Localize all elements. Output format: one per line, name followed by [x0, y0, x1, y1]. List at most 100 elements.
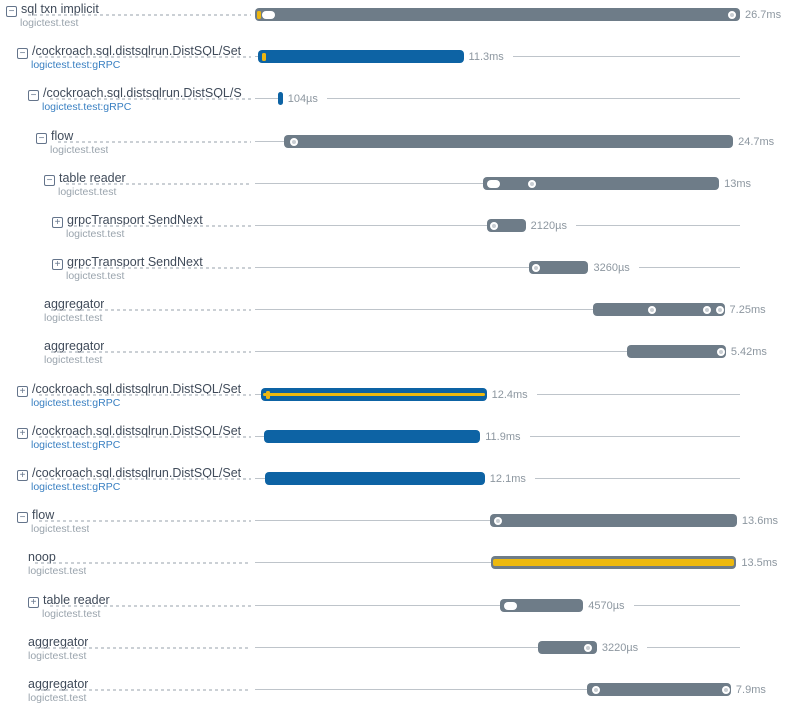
- span-timeline: 12.1ms: [255, 465, 740, 507]
- event-marker-ring: [289, 137, 298, 146]
- span-bar[interactable]: [627, 345, 726, 358]
- event-marker-ring: [727, 10, 736, 19]
- event-marker-pill: [262, 10, 276, 19]
- span-title: /cockroach.sql.distsqlrun.DistSQL/Set: [32, 466, 242, 480]
- span-bar[interactable]: [587, 683, 731, 696]
- leader-line: [50, 98, 251, 100]
- event-marker-ring: [591, 685, 600, 694]
- expand-icon[interactable]: +: [52, 259, 63, 270]
- span-bar[interactable]: [489, 514, 737, 527]
- span-subtitle: logictest.test:gRPC: [31, 397, 121, 409]
- timeline-line-before: [255, 98, 278, 99]
- collapse-icon[interactable]: −: [28, 90, 39, 101]
- expand-icon[interactable]: +: [17, 428, 28, 439]
- leader-line: [35, 562, 251, 564]
- span-label[interactable]: + /cockroach.sql.distsqlrun.DistSQL/Set l…: [17, 424, 241, 451]
- span-label[interactable]: − flow logictest.test: [17, 508, 89, 535]
- timeline-line-before: [255, 267, 530, 268]
- span-bar[interactable]: [487, 219, 526, 232]
- span-timeline: 7.9ms: [255, 676, 766, 718]
- timeline-line-after: [512, 56, 740, 57]
- span-subtitle: logictest.test: [58, 186, 117, 198]
- duration-label: 26.7ms: [745, 9, 782, 21]
- trace-span-row: + grpcTransport SendNext logictest.test 3…: [0, 254, 786, 296]
- span-subtitle: logictest.test: [28, 650, 87, 662]
- trace-span-row: − table reader logictest.test 13ms: [0, 170, 786, 212]
- span-bar[interactable]: [258, 50, 464, 63]
- trace-span-row: −/cockroach.sql.distsqlrun.DistSQL/Set l…: [0, 43, 786, 85]
- span-title: aggregator: [44, 297, 105, 311]
- span-title: table reader: [43, 593, 110, 607]
- span-label[interactable]: −/cockroach.sql.distsqlrun.DistSQL/S log…: [28, 86, 242, 113]
- expand-icon[interactable]: +: [52, 217, 63, 228]
- event-marker-ring: [703, 305, 712, 314]
- expand-icon[interactable]: +: [28, 597, 39, 608]
- expand-icon[interactable]: +: [17, 386, 28, 397]
- span-bar[interactable]: [277, 92, 283, 105]
- collapse-icon[interactable]: −: [17, 48, 28, 59]
- duration-label: 12.1ms: [489, 473, 526, 485]
- span-timeline: 3260µs: [255, 254, 740, 296]
- span-bar[interactable]: [529, 261, 589, 274]
- span-label[interactable]: + /cockroach.sql.distsqlrun.DistSQL/Set l…: [17, 382, 241, 409]
- expand-icon[interactable]: +: [17, 470, 28, 481]
- collapse-icon[interactable]: −: [44, 175, 55, 186]
- duration-label: 7.9ms: [735, 684, 766, 696]
- span-bar[interactable]: [264, 430, 481, 443]
- timeline-line-before: [255, 309, 593, 310]
- trace-span-row: + grpcTransport SendNext logictest.test 2…: [0, 212, 786, 254]
- span-timeline: 4570µs: [255, 592, 740, 634]
- span-title: sql txn implicit: [21, 2, 99, 16]
- bar-stripe: [493, 559, 735, 566]
- collapse-icon[interactable]: −: [6, 6, 17, 17]
- timeline-line-after: [647, 647, 740, 648]
- span-timeline: 104µs: [255, 85, 740, 127]
- span-timeline: 26.7ms: [255, 1, 781, 43]
- span-bar[interactable]: [491, 556, 737, 569]
- span-timeline: 11.3ms: [255, 43, 740, 85]
- span-bar[interactable]: [500, 599, 584, 612]
- duration-label: 4570µs: [588, 600, 625, 612]
- span-label[interactable]: − sql txn implicit logictest.test: [6, 2, 99, 29]
- span-timeline: 5.42ms: [255, 338, 767, 380]
- timeline-line-before: [255, 225, 488, 226]
- timeline-line-after: [536, 394, 740, 395]
- event-marker-ring: [716, 347, 725, 356]
- trace-span-row: − sql txn implicit logictest.test 26.7ms: [0, 1, 786, 43]
- span-timeline: 24.7ms: [255, 128, 774, 170]
- trace-span-row: − flow logictest.test 13.6ms: [0, 507, 786, 549]
- span-label[interactable]: −/cockroach.sql.distsqlrun.DistSQL/Set l…: [17, 44, 241, 71]
- span-label[interactable]: − flow logictest.test: [36, 129, 108, 156]
- span-bar[interactable]: [482, 177, 720, 190]
- span-bar[interactable]: [261, 388, 487, 401]
- leader-line: [74, 267, 251, 269]
- span-bar[interactable]: [284, 135, 734, 148]
- collapse-icon[interactable]: −: [17, 512, 28, 523]
- span-timeline: 13ms: [255, 170, 751, 212]
- timeline-line-before: [255, 56, 259, 57]
- event-marker-ring: [527, 179, 536, 188]
- trace-span-row: + /cockroach.sql.distsqlrun.DistSQL/Set l…: [0, 381, 786, 423]
- event-marker-ring: [583, 643, 592, 652]
- leader-line: [35, 689, 251, 691]
- span-bar[interactable]: [255, 8, 740, 21]
- span-label[interactable]: + grpcTransport SendNext logictest.test: [52, 255, 203, 282]
- span-label[interactable]: + /cockroach.sql.distsqlrun.DistSQL/Set l…: [17, 466, 241, 493]
- leader-line: [39, 56, 251, 58]
- timeline-line-after: [638, 267, 740, 268]
- span-label[interactable]: − table reader logictest.test: [44, 171, 126, 198]
- timeline-line-before: [255, 562, 492, 563]
- span-label[interactable]: + grpcTransport SendNext logictest.test: [52, 213, 203, 240]
- span-label: aggregator logictest.test: [44, 339, 104, 366]
- duration-label: 11.9ms: [485, 431, 521, 443]
- span-label[interactable]: + table reader logictest.test: [28, 593, 110, 620]
- span-bar[interactable]: [538, 641, 597, 654]
- span-bar[interactable]: [264, 472, 485, 485]
- duration-label: 13ms: [724, 178, 752, 190]
- event-marker-pill: [504, 601, 518, 610]
- duration-label: 13.5ms: [741, 557, 778, 569]
- collapse-icon[interactable]: −: [36, 133, 47, 144]
- leader-line: [39, 478, 251, 480]
- span-subtitle: logictest.test: [31, 523, 90, 535]
- span-bar[interactable]: [592, 303, 725, 316]
